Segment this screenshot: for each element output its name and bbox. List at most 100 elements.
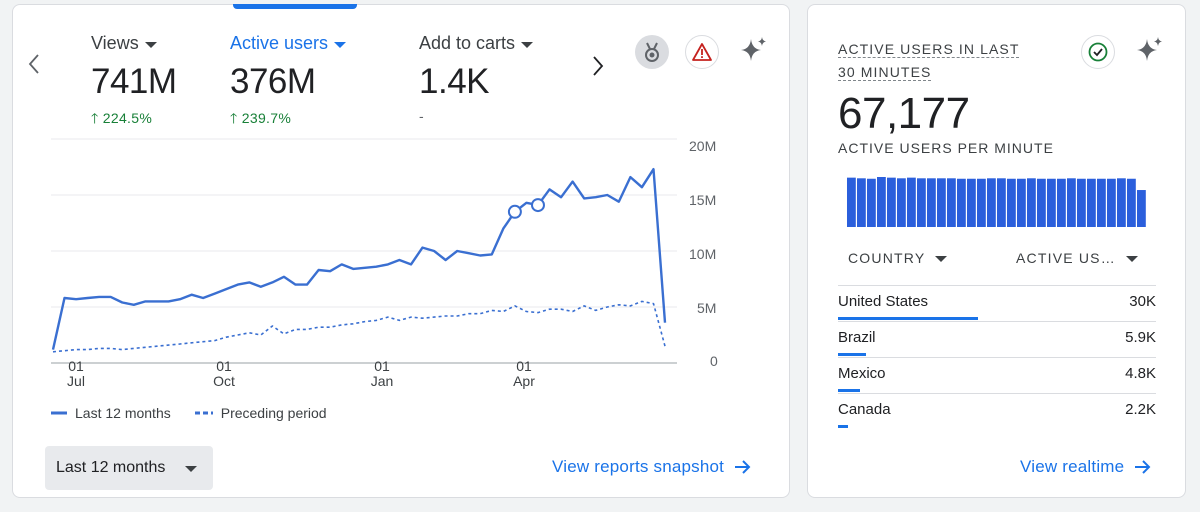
medal-icon [645, 42, 659, 62]
insights-badge-button[interactable] [635, 35, 669, 69]
table-row[interactable]: Canada 2.2K [838, 393, 1156, 429]
sparkle-icon [1137, 37, 1162, 61]
minute-bar[interactable] [1137, 190, 1146, 227]
minute-bar[interactable] [847, 177, 856, 227]
y-tick-label: 15M [689, 192, 717, 208]
y-tick-label: 20M [689, 138, 717, 154]
minute-bar[interactable] [1057, 178, 1066, 227]
table-row[interactable]: Mexico 4.8K [838, 357, 1156, 393]
minute-bar[interactable] [927, 178, 936, 227]
minute-bar[interactable] [877, 177, 886, 227]
minute-bar[interactable] [967, 178, 976, 227]
view-reports-snapshot-link[interactable]: View reports snapshot [552, 457, 752, 477]
minute-bar[interactable] [857, 178, 866, 227]
country-name: United States [838, 293, 929, 310]
metric-value: 741M [91, 62, 177, 101]
minute-bar[interactable] [1017, 178, 1026, 227]
minute-bar[interactable] [1027, 178, 1036, 227]
minute-bar[interactable] [1077, 178, 1086, 227]
country-share-bar [838, 353, 866, 356]
minute-bar[interactable] [917, 178, 926, 227]
warning-icon [692, 43, 712, 61]
minute-bar[interactable] [1047, 178, 1056, 227]
country-column-header[interactable]: COUNTRY [848, 250, 948, 266]
minute-bar[interactable] [1127, 178, 1136, 227]
y-tick-label: 5M [697, 300, 717, 316]
arrow-right-icon [735, 460, 751, 474]
legend-item-previous: Preceding period [194, 405, 327, 421]
minute-bar[interactable] [1007, 178, 1016, 227]
chevron-left-icon [28, 54, 39, 74]
country-name: Brazil [838, 329, 876, 346]
country-value: 5.9K [1125, 329, 1156, 346]
minute-bar[interactable] [977, 178, 986, 227]
minute-bar[interactable] [997, 178, 1006, 227]
minute-bar[interactable] [1067, 178, 1076, 227]
ai-insights-button[interactable] [737, 33, 771, 67]
per-minute-subtitle: ACTIVE USERS PER MINUTE [838, 140, 1054, 156]
metric-change: - [419, 108, 424, 124]
minute-bar[interactable] [987, 178, 996, 227]
overview-card: Views 741M 🡑 224.5% Active users 376M 🡑 … [12, 4, 790, 498]
country-share-bar [838, 389, 861, 392]
country-value: 30K [1129, 293, 1156, 310]
dashed-line-swatch [194, 411, 213, 415]
caret-down-icon [1125, 256, 1138, 262]
metric-label[interactable]: Views [91, 33, 177, 54]
country-name: Mexico [838, 365, 886, 382]
metric-value: 376M [230, 62, 316, 101]
minute-bar[interactable] [887, 177, 896, 227]
active-users-per-minute-bar-chart [847, 177, 1146, 227]
legend-item-current: Last 12 months [51, 405, 171, 421]
last-12-months-series-line [51, 168, 667, 350]
minute-bar[interactable] [907, 177, 916, 227]
caret-down-icon [185, 466, 197, 472]
anomaly-alert-button[interactable] [685, 35, 719, 69]
chart-legend: Last 12 months Preceding period [51, 405, 327, 421]
x-tick-label: 01 Jan [370, 358, 394, 389]
x-tick-label: 01 Jul [67, 358, 85, 389]
minute-bar[interactable] [1037, 178, 1046, 227]
table-row[interactable]: United States 30K [838, 285, 1156, 321]
minute-bar[interactable] [1087, 178, 1096, 227]
minute-bar[interactable] [937, 178, 946, 227]
data-point-marker[interactable] [530, 198, 545, 213]
active-users-column-header[interactable]: ACTIVE US… [1016, 250, 1138, 266]
caret-down-icon [935, 256, 948, 262]
minute-bar[interactable] [1107, 178, 1116, 227]
arrow-right-icon [1135, 460, 1151, 474]
active-tab-indicator [233, 4, 357, 9]
country-share-bar [838, 317, 978, 320]
realtime-card: ACTIVE USERS IN LAST 30 MINUTES 67,177 A… [807, 4, 1186, 498]
minute-bar[interactable] [897, 178, 906, 227]
y-tick-label: 10M [689, 246, 717, 262]
metric-tab-active-users[interactable]: Active users 376M 🡑 239.7% [230, 33, 347, 132]
minute-bar[interactable] [1117, 178, 1126, 227]
realtime-active-users-value: 67,177 [838, 89, 970, 138]
metric-tab-views[interactable]: Views 741M 🡑 224.5% [91, 33, 177, 132]
ai-insights-button[interactable] [1133, 33, 1167, 67]
minute-bar[interactable] [1097, 178, 1106, 227]
preceding-period-series-line [52, 300, 666, 353]
metric-change: 🡑 239.7% [230, 110, 292, 126]
metric-tab-add-to-carts[interactable]: Add to carts 1.4K - [419, 33, 534, 124]
metric-label[interactable]: Active users [230, 33, 347, 54]
caret-down-icon [144, 41, 157, 48]
realtime-title[interactable]: ACTIVE USERS IN LAST 30 MINUTES [838, 41, 1020, 81]
next-metrics-arrow[interactable] [591, 55, 605, 81]
check-circle-icon [1088, 42, 1108, 62]
minute-bar[interactable] [947, 178, 956, 227]
data-quality-status-button[interactable] [1081, 35, 1115, 69]
previous-metrics-arrow[interactable] [27, 53, 41, 79]
metric-value: 1.4K [419, 62, 490, 101]
minute-bar[interactable] [957, 178, 966, 227]
metric-change: 🡑 224.5% [91, 110, 153, 126]
metric-label[interactable]: Add to carts [419, 33, 534, 54]
table-row[interactable]: Brazil 5.9K [838, 321, 1156, 357]
data-point-marker[interactable] [507, 204, 522, 219]
minute-bar[interactable] [867, 178, 876, 227]
view-realtime-link[interactable]: View realtime [1020, 457, 1152, 477]
country-name: Canada [838, 401, 891, 418]
date-range-dropdown[interactable]: Last 12 months [45, 446, 213, 490]
arrow-up-icon: 🡑 [91, 110, 99, 126]
